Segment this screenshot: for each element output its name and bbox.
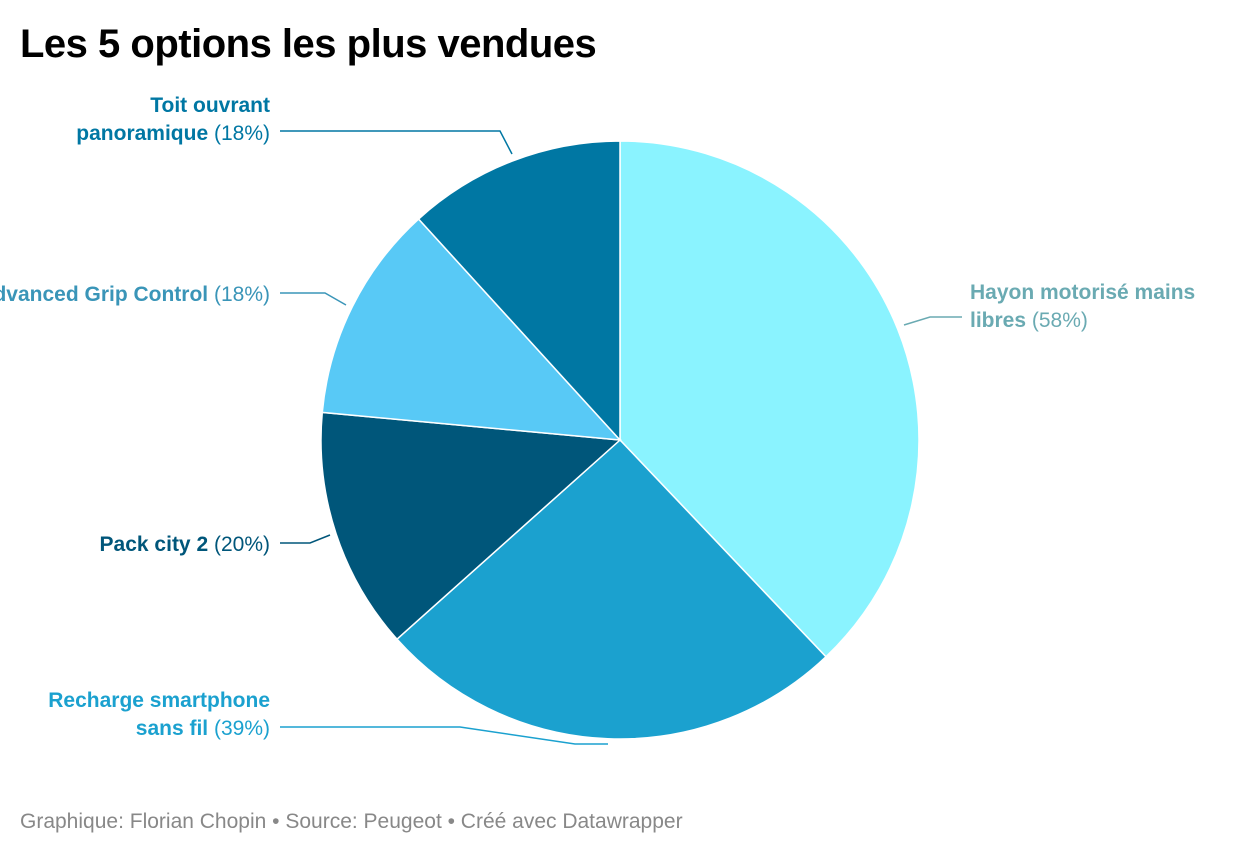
slice-label-4: Advanced Grip Control (18%) — [0, 283, 270, 306]
chart-footer-credit: Graphique: Florian Chopin • Source: Peug… — [20, 810, 683, 833]
pie-slices — [320, 140, 920, 740]
leader-line-2 — [280, 726, 608, 745]
slice-label-1: Hayon motorisé mains libres (58%) — [970, 281, 1195, 332]
slice-label-2: Recharge smartphone sans fil (39%) — [48, 689, 270, 740]
pie-slice-3 — [320, 411, 622, 641]
pie-slice-2 — [395, 438, 827, 740]
pie-chart: Hayon motorisé mains libres (58%) Recharge… — [0, 94, 1195, 745]
slice-label-name: Advanced Grip Control — [0, 283, 208, 306]
slice-label-3: Pack city 2 (20%) — [100, 533, 270, 556]
slice-label-name: Recharge smartphone — [48, 689, 270, 712]
slice-label-name: sans fil — [136, 717, 208, 740]
slice-label-percent: (18%) — [208, 122, 270, 145]
leader-lines — [280, 130, 962, 745]
leader-line-1 — [903, 316, 962, 326]
slice-label-5: Toit ouvrant panoramique (18%) — [76, 94, 270, 145]
pie-slice-5 — [417, 140, 621, 442]
slice-label-percent: (20%) — [208, 533, 270, 556]
slice-label-name: libres — [970, 309, 1026, 332]
slice-labels: Hayon motorisé mains libres (58%) Recharge… — [0, 94, 1195, 740]
chart-title: Les 5 options les plus vendues — [20, 22, 597, 66]
slice-label-name: Toit ouvrant — [150, 94, 270, 117]
slice-label-percent: (58%) — [1026, 309, 1088, 332]
slice-label-name: Pack city 2 — [100, 533, 209, 556]
leader-line-3 — [280, 534, 331, 544]
slice-label-percent: (18%) — [208, 283, 270, 306]
pie-slice-4 — [321, 217, 622, 441]
pie-slice-1 — [619, 140, 920, 658]
slice-label-percent: (39%) — [208, 717, 270, 740]
leader-line-5 — [280, 130, 513, 155]
leader-line-4 — [280, 292, 347, 306]
slice-label-name: panoramique — [76, 122, 208, 145]
slice-label-name: Hayon motorisé mains — [970, 281, 1195, 304]
